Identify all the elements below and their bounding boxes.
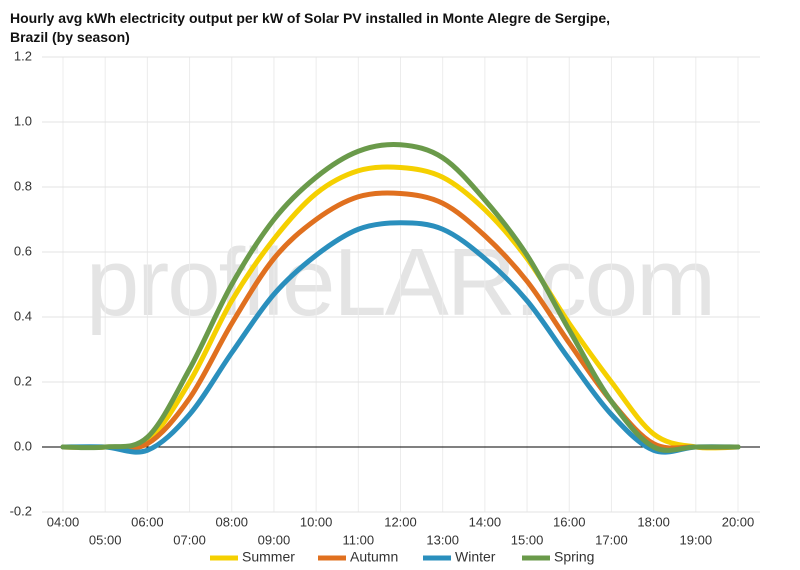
x-tick-label: 14:00 bbox=[469, 514, 502, 529]
x-tick-label: 04:00 bbox=[47, 514, 80, 529]
y-tick-label: 0.0 bbox=[14, 438, 32, 453]
chart-title: Hourly avg kWh electricity output per kW… bbox=[10, 10, 611, 45]
watermark: profileLAR.com bbox=[86, 229, 714, 336]
legend-label: Autumn bbox=[350, 549, 398, 565]
y-tick-label: -0.2 bbox=[10, 503, 32, 518]
watermark-text: profile bbox=[86, 229, 333, 336]
x-tick-label: 16:00 bbox=[553, 514, 586, 529]
x-tick-label: 12:00 bbox=[384, 514, 417, 529]
watermark-text: LAR.com bbox=[333, 229, 714, 336]
x-tick-label: 17:00 bbox=[595, 532, 628, 547]
legend-label: Winter bbox=[455, 549, 496, 565]
x-tick-label: 09:00 bbox=[258, 532, 291, 547]
y-tick-label: 0.8 bbox=[14, 178, 32, 193]
x-tick-label: 10:00 bbox=[300, 514, 333, 529]
x-tick-label: 18:00 bbox=[637, 514, 670, 529]
x-tick-label: 08:00 bbox=[215, 514, 248, 529]
legend-label: Summer bbox=[242, 549, 295, 565]
x-tick-label: 07:00 bbox=[173, 532, 206, 547]
x-tick-label: 15:00 bbox=[511, 532, 544, 547]
y-tick-label: 1.0 bbox=[14, 113, 32, 128]
x-tick-label: 06:00 bbox=[131, 514, 164, 529]
x-tick-label: 13:00 bbox=[426, 532, 459, 547]
series-line bbox=[60, 141, 741, 453]
y-tick-label: 1.2 bbox=[14, 48, 32, 63]
y-tick-label: 0.6 bbox=[14, 243, 32, 258]
x-tick-label: 11:00 bbox=[343, 532, 375, 547]
series-line bbox=[60, 164, 741, 451]
x-tick-label: 05:00 bbox=[89, 532, 122, 547]
x-tick-label: 20:00 bbox=[722, 514, 755, 529]
y-tick-label: 0.4 bbox=[14, 308, 32, 323]
y-tick-label: 0.2 bbox=[14, 373, 32, 388]
x-tick-label: 19:00 bbox=[680, 532, 713, 547]
series-line bbox=[60, 220, 741, 455]
legend-label: Spring bbox=[554, 549, 594, 565]
